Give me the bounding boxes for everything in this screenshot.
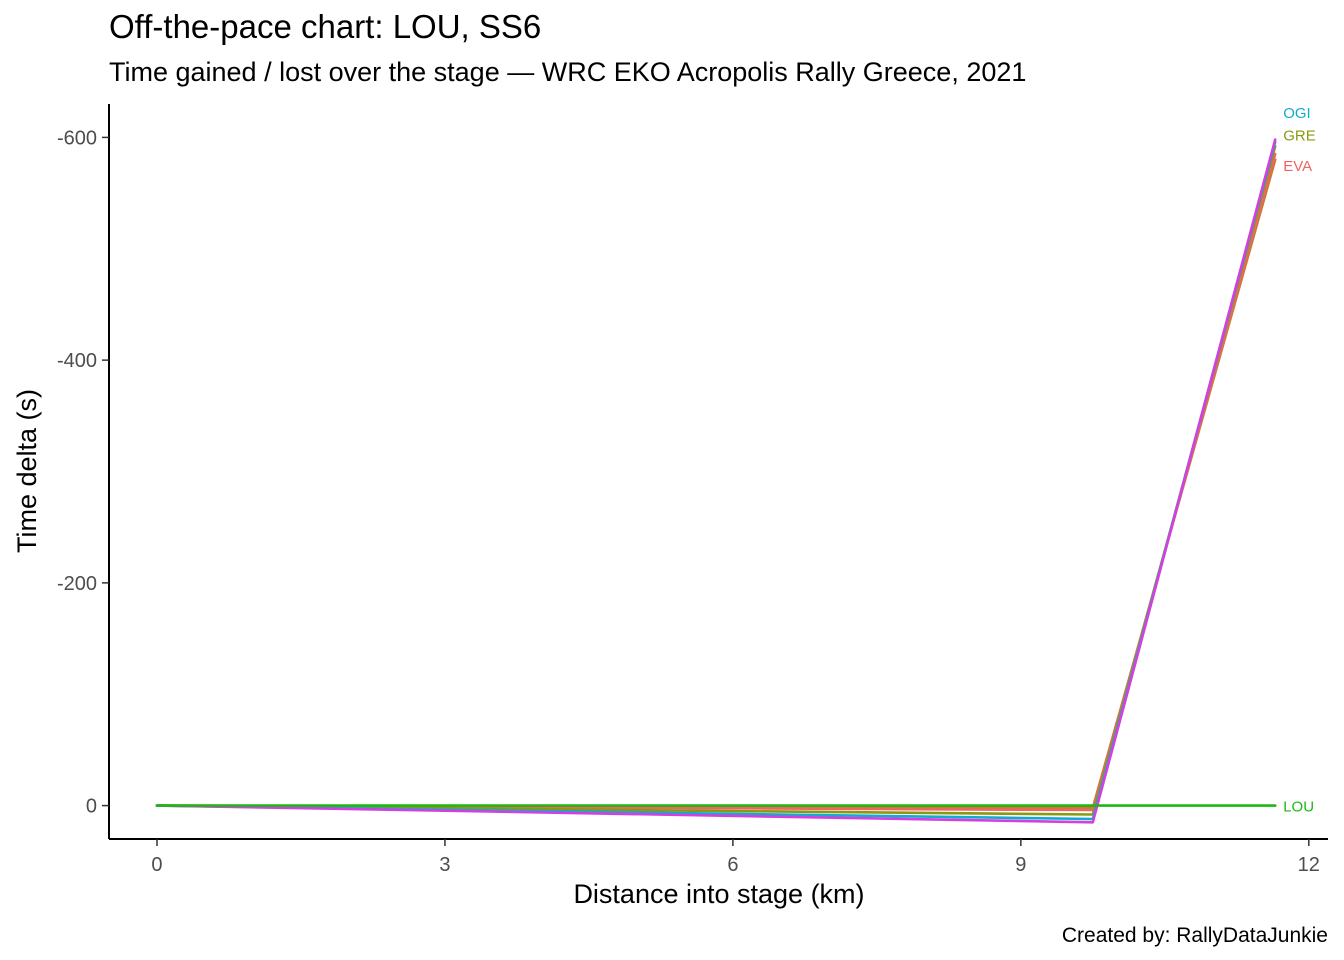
y-tick-label: -600 bbox=[57, 127, 97, 149]
series-lines bbox=[155, 138, 1277, 824]
series-end-labels: LOU EVA GRE OGI bbox=[1283, 105, 1316, 816]
x-tick-label: 0 bbox=[151, 854, 162, 876]
y-tick-label: 0 bbox=[86, 796, 97, 818]
series-line-driver-5 bbox=[155, 138, 1277, 824]
x-tick-label: 9 bbox=[1015, 854, 1026, 876]
chart-title: Off-the-pace chart: LOU, SS6 bbox=[109, 8, 542, 45]
x-axis-ticks: 0 3 6 9 12 bbox=[151, 839, 1320, 876]
series-line-driver-4 bbox=[155, 158, 1277, 810]
y-tick-label: -200 bbox=[57, 573, 97, 595]
x-axis-label: Distance into stage (km) bbox=[573, 879, 864, 909]
series-label-eva: EVA bbox=[1283, 158, 1312, 175]
chart-caption: Created by: RallyDataJunkie bbox=[1061, 924, 1328, 947]
x-tick-label: 12 bbox=[1298, 854, 1320, 876]
y-tick-label: -400 bbox=[57, 350, 97, 372]
series-label-gre: GRE bbox=[1283, 127, 1316, 144]
series-line-gre bbox=[155, 145, 1277, 816]
series-line-eva bbox=[155, 152, 1277, 812]
x-tick-label: 6 bbox=[727, 854, 738, 876]
chart-subtitle: Time gained / lost over the stage — WRC … bbox=[109, 57, 1027, 87]
y-axis-ticks: 0 -200 -400 -600 bbox=[57, 127, 109, 818]
y-axis-label: Time delta (s) bbox=[12, 389, 42, 553]
series-label-lou: LOU bbox=[1283, 799, 1314, 816]
x-tick-label: 3 bbox=[439, 854, 450, 876]
series-line-ogi bbox=[155, 140, 1277, 821]
series-label-ogi: OGI bbox=[1283, 105, 1311, 122]
